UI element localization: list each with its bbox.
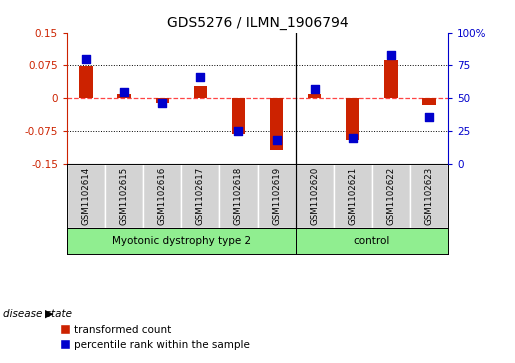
- Bar: [422, 98, 436, 105]
- Text: ▶: ▶: [45, 309, 54, 319]
- Point: [272, 137, 281, 143]
- Text: GSM1102621: GSM1102621: [348, 167, 357, 225]
- Text: GSM1102616: GSM1102616: [158, 167, 167, 225]
- Bar: [143, 164, 181, 228]
- Text: disease state: disease state: [3, 309, 72, 319]
- Text: GSM1102623: GSM1102623: [424, 167, 434, 225]
- Bar: [79, 66, 93, 98]
- Bar: [117, 94, 131, 98]
- Bar: [67, 164, 105, 228]
- Bar: [334, 164, 372, 228]
- Text: GSM1102615: GSM1102615: [119, 167, 129, 225]
- Bar: [296, 164, 334, 228]
- Point: [120, 89, 128, 95]
- Text: GSM1102617: GSM1102617: [196, 167, 205, 225]
- Bar: [346, 98, 359, 140]
- Text: Myotonic dystrophy type 2: Myotonic dystrophy type 2: [112, 236, 251, 246]
- Point: [158, 101, 166, 106]
- Bar: [156, 98, 169, 103]
- Point: [196, 74, 204, 80]
- Point: [234, 128, 243, 134]
- Bar: [181, 164, 219, 228]
- Point: [425, 114, 433, 119]
- Legend: transformed count, percentile rank within the sample: transformed count, percentile rank withi…: [57, 321, 254, 354]
- Bar: [410, 164, 448, 228]
- Bar: [105, 164, 143, 228]
- Point: [349, 135, 357, 140]
- Text: GSM1102614: GSM1102614: [81, 167, 91, 225]
- Text: GSM1102618: GSM1102618: [234, 167, 243, 225]
- Text: control: control: [354, 236, 390, 246]
- Bar: [194, 86, 207, 98]
- Bar: [372, 164, 410, 228]
- Text: GSM1102622: GSM1102622: [386, 167, 396, 225]
- Bar: [219, 164, 258, 228]
- Text: GSM1102620: GSM1102620: [310, 167, 319, 225]
- Point: [82, 56, 90, 62]
- Point: [387, 52, 395, 58]
- Bar: [67, 228, 296, 254]
- Bar: [270, 98, 283, 150]
- Point: [311, 86, 319, 92]
- Title: GDS5276 / ILMN_1906794: GDS5276 / ILMN_1906794: [167, 16, 348, 30]
- Bar: [384, 60, 398, 98]
- Bar: [308, 94, 321, 98]
- Bar: [258, 164, 296, 228]
- Bar: [296, 228, 448, 254]
- Text: GSM1102619: GSM1102619: [272, 167, 281, 225]
- Bar: [232, 98, 245, 135]
